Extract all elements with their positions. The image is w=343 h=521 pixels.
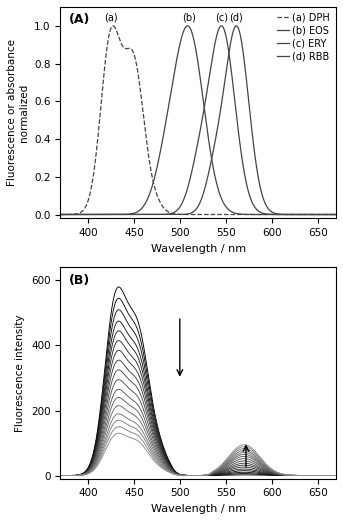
- X-axis label: Wavelength / nm: Wavelength / nm: [151, 243, 246, 254]
- Text: (c): (c): [216, 12, 228, 22]
- Legend: (a) DPH, (b) EOS, (c) ERY, (d) RBB: (a) DPH, (b) EOS, (c) ERY, (d) RBB: [276, 12, 331, 63]
- Text: (A): (A): [69, 13, 90, 26]
- Y-axis label: Fluorescence intensity: Fluorescence intensity: [15, 314, 25, 432]
- Text: (b): (b): [182, 12, 196, 22]
- Y-axis label: Fluorescence or absorbance
normalized: Fluorescence or absorbance normalized: [7, 39, 28, 186]
- Text: (d): (d): [229, 12, 243, 22]
- Text: (a): (a): [104, 12, 118, 22]
- Text: (B): (B): [69, 274, 90, 287]
- X-axis label: Wavelength / nm: Wavelength / nm: [151, 504, 246, 514]
